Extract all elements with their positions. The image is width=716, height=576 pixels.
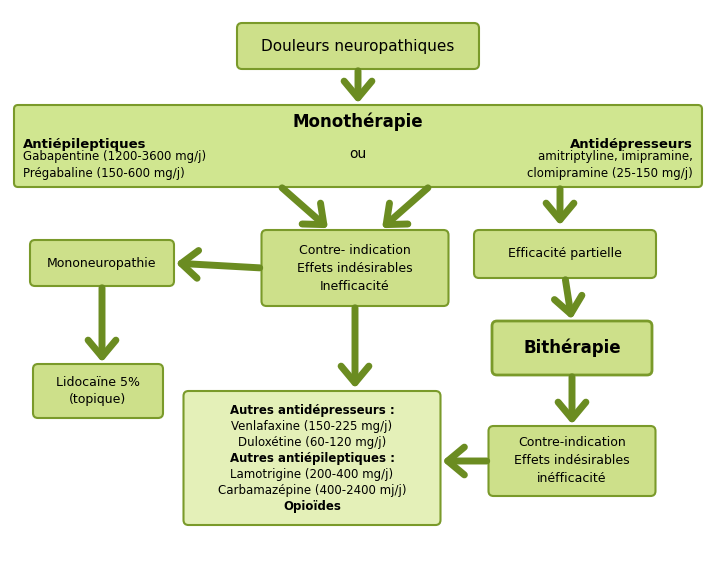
FancyBboxPatch shape [183, 391, 440, 525]
Text: Autres antidépresseurs :: Autres antidépresseurs : [230, 404, 395, 417]
Text: Venlafaxine (150-225 mg/j): Venlafaxine (150-225 mg/j) [231, 420, 392, 433]
Text: Efficacité partielle: Efficacité partielle [508, 248, 622, 260]
Text: Carbamazépine (400-2400 mj/j): Carbamazépine (400-2400 mj/j) [218, 484, 406, 497]
Text: Contre-indication
Effets indésirables
inéfficacité: Contre-indication Effets indésirables in… [514, 437, 630, 486]
FancyBboxPatch shape [30, 240, 174, 286]
Text: Monothérapie: Monothérapie [293, 113, 423, 131]
FancyBboxPatch shape [474, 230, 656, 278]
Text: Duloxétine (60-120 mg/j): Duloxétine (60-120 mg/j) [238, 436, 386, 449]
Text: Antiépileptiques: Antiépileptiques [23, 138, 147, 151]
Text: Mononeuropathie: Mononeuropathie [47, 256, 157, 270]
Text: Opioïdes: Opioïdes [283, 500, 341, 513]
Text: Contre- indication
Effets indésirables
Inefficacité: Contre- indication Effets indésirables I… [297, 244, 413, 293]
Text: Lidocaïne 5%
(topique): Lidocaïne 5% (topique) [56, 376, 140, 407]
Text: Autres antiépileptiques :: Autres antiépileptiques : [230, 452, 395, 465]
FancyBboxPatch shape [237, 23, 479, 69]
FancyBboxPatch shape [14, 105, 702, 187]
FancyBboxPatch shape [488, 426, 656, 496]
Text: Gabapentine (1200-3600 mg/j)
Prégabaline (150-600 mg/j): Gabapentine (1200-3600 mg/j) Prégabaline… [23, 150, 206, 180]
Text: Douleurs neuropathiques: Douleurs neuropathiques [261, 39, 455, 54]
Text: Lamotrigine (200-400 mg/j): Lamotrigine (200-400 mg/j) [231, 468, 394, 481]
Text: Bithérapie: Bithérapie [523, 339, 621, 357]
FancyBboxPatch shape [33, 364, 163, 418]
Text: ou: ou [349, 147, 367, 161]
FancyBboxPatch shape [261, 230, 448, 306]
Text: Antidépresseurs: Antidépresseurs [570, 138, 693, 151]
Text: amitriptyline, imipramine,
clomipramine (25-150 mg/j): amitriptyline, imipramine, clomipramine … [527, 150, 693, 180]
FancyBboxPatch shape [492, 321, 652, 375]
